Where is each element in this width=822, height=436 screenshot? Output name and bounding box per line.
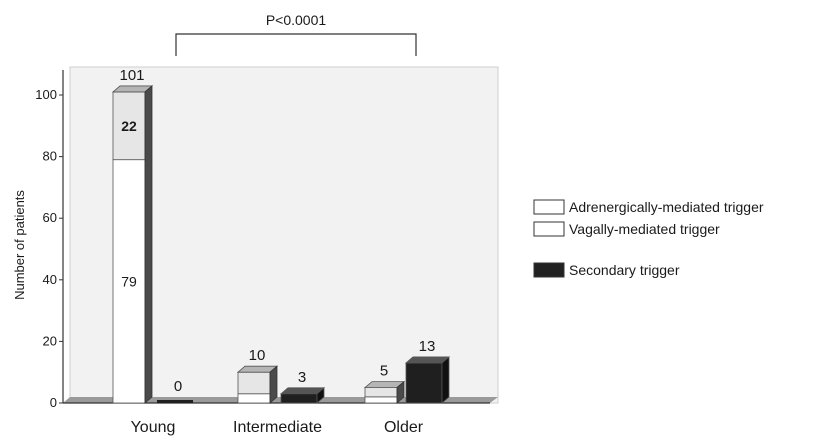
- segment-label: 22: [121, 118, 137, 134]
- y-tick-label: 60: [43, 210, 57, 225]
- y-tick-label: 20: [43, 333, 57, 348]
- y-axis: 0 20 40 60 80 100: [35, 70, 64, 410]
- bar-intermediate-secondary: 3: [279, 369, 326, 404]
- bar-total-label: 3: [298, 369, 306, 386]
- legend: Adrenergically-mediated trigger Vagally-m…: [533, 199, 764, 278]
- bar-intermediate-primary: 10: [236, 347, 279, 404]
- segment-label: 79: [121, 273, 137, 289]
- bar-older-secondary: 13: [404, 338, 451, 404]
- bar-older-primary: 5: [363, 363, 406, 404]
- x-tick-label: Young: [131, 419, 176, 436]
- secondary-bar-side: [441, 356, 450, 404]
- bar-total-label: 13: [419, 338, 436, 355]
- bar-total-label: 10: [249, 347, 266, 364]
- legend-swatch: [533, 262, 565, 278]
- legend-swatch: [533, 221, 565, 237]
- bar-side-face: [144, 85, 153, 404]
- bar-young-primary: 79 22 101: [111, 67, 154, 404]
- bar-segment: [237, 371, 271, 395]
- bar-young-secondary: 0: [157, 378, 193, 403]
- legend-label: Adrenergically-mediated trigger: [569, 199, 764, 215]
- legend-swatch: [533, 199, 565, 215]
- bar-side-face: [269, 365, 278, 404]
- secondary-bar-side: [316, 386, 325, 404]
- x-axis: Young Intermediate Older: [131, 419, 424, 436]
- significance-bracket: [175, 33, 417, 56]
- y-axis-label: Number of patients: [12, 190, 27, 300]
- x-tick-label: Intermediate: [233, 419, 322, 436]
- bar-total-label: 0: [174, 378, 182, 395]
- bar-total-label: 101: [119, 67, 144, 84]
- bar-side-face: [396, 380, 405, 404]
- bar-segment: [364, 396, 398, 404]
- bar-segment: [112, 91, 146, 161]
- secondary-bar-front: [280, 393, 318, 404]
- p-value-label: P<0.0001: [266, 12, 327, 28]
- bar-segment: [364, 387, 398, 398]
- bar-total-label: 5: [380, 363, 388, 380]
- y-tick-label: 0: [50, 395, 57, 410]
- secondary-bar-front: [405, 362, 443, 404]
- y-tick-label: 100: [35, 87, 57, 102]
- legend-label: Vagally-mediated trigger: [569, 221, 720, 237]
- secondary-bar-flat: [157, 400, 193, 403]
- y-tick-label: 40: [43, 272, 57, 287]
- bar-segment: [237, 393, 271, 404]
- significance-annotation: P<0.0001: [175, 12, 417, 56]
- y-tick-label: 80: [43, 149, 57, 164]
- x-tick-label: Older: [384, 419, 424, 436]
- legend-label: Secondary trigger: [569, 262, 680, 278]
